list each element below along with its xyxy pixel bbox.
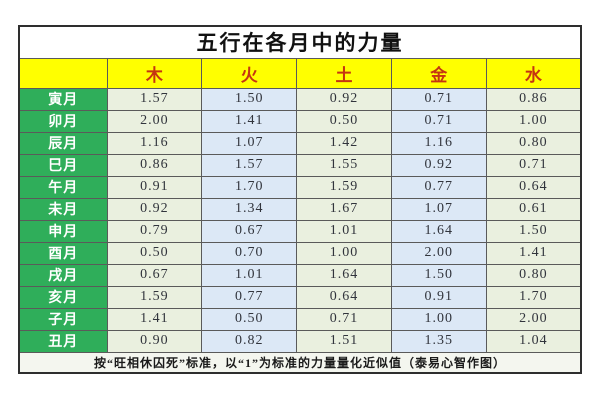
- value-cell-wood: 1.41: [106, 307, 203, 331]
- footer-row: 按“旺相休囚死”标准，以“1”为标准的力量量化近似值（泰易心智作图）: [18, 351, 582, 374]
- value-cell-fire: 1.34: [201, 197, 298, 221]
- page-title: 五行在各月中的力量: [18, 25, 582, 59]
- value-cell-water: 0.71: [485, 153, 582, 177]
- value-cell-wood: 1.16: [106, 131, 203, 155]
- table-row: 酉月 0.50 0.70 1.00 2.00 1.41: [18, 241, 582, 265]
- value-cell-earth: 1.59: [296, 175, 392, 199]
- value-cell-metal: 1.64: [390, 219, 487, 243]
- value-cell-metal: 1.35: [390, 329, 487, 353]
- value-cell-metal: 0.77: [390, 175, 487, 199]
- value-cell-water: 1.00: [485, 109, 582, 133]
- month-cell: 戌月: [18, 263, 108, 287]
- value-cell-wood: 0.79: [106, 219, 203, 243]
- value-cell-water: 2.00: [485, 307, 582, 331]
- value-cell-metal: 2.00: [390, 241, 487, 265]
- column-header-metal: 金: [390, 57, 487, 89]
- value-cell-fire: 1.57: [201, 153, 298, 177]
- table-row: 寅月 1.57 1.50 0.92 0.71 0.86: [18, 87, 582, 111]
- value-cell-water: 1.04: [485, 329, 582, 353]
- table-row: 丑月 0.90 0.82 1.51 1.35 1.04: [18, 329, 582, 353]
- value-cell-metal: 1.50: [390, 263, 487, 287]
- table-row: 未月 0.92 1.34 1.67 1.07 0.61: [18, 197, 582, 221]
- value-cell-water: 0.80: [485, 263, 582, 287]
- value-cell-wood: 0.91: [106, 175, 203, 199]
- value-cell-fire: 0.77: [201, 285, 298, 309]
- table-row: 午月 0.91 1.70 1.59 0.77 0.64: [18, 175, 582, 199]
- month-cell: 未月: [18, 197, 108, 221]
- value-cell-earth: 1.67: [296, 197, 392, 221]
- value-cell-fire: 1.07: [201, 131, 298, 155]
- value-cell-water: 0.61: [485, 197, 582, 221]
- column-header-fire: 火: [201, 57, 298, 89]
- value-cell-metal: 1.07: [390, 197, 487, 221]
- header-row: 木 火 土 金 水: [18, 57, 582, 89]
- footnote: 按“旺相休囚死”标准，以“1”为标准的力量量化近似值（泰易心智作图）: [18, 351, 582, 374]
- value-cell-metal: 0.71: [390, 87, 487, 111]
- column-header-wood: 木: [106, 57, 203, 89]
- column-header-earth: 土: [296, 57, 392, 89]
- value-cell-fire: 0.82: [201, 329, 298, 353]
- month-cell: 卯月: [18, 109, 108, 133]
- table-row: 卯月 2.00 1.41 0.50 0.71 1.00: [18, 109, 582, 133]
- value-cell-earth: 1.64: [296, 263, 392, 287]
- value-cell-earth: 1.42: [296, 131, 392, 155]
- month-cell: 辰月: [18, 131, 108, 155]
- month-cell: 子月: [18, 307, 108, 331]
- value-cell-wood: 0.92: [106, 197, 203, 221]
- month-cell: 丑月: [18, 329, 108, 353]
- month-cell: 午月: [18, 175, 108, 199]
- value-cell-earth: 0.71: [296, 307, 392, 331]
- value-cell-wood: 2.00: [106, 109, 203, 133]
- value-cell-metal: 0.71: [390, 109, 487, 133]
- value-cell-fire: 0.50: [201, 307, 298, 331]
- month-cell: 申月: [18, 219, 108, 243]
- value-cell-earth: 0.64: [296, 285, 392, 309]
- value-cell-water: 0.80: [485, 131, 582, 155]
- value-cell-wood: 0.90: [106, 329, 203, 353]
- table-row: 子月 1.41 0.50 0.71 1.00 2.00: [18, 307, 582, 331]
- value-cell-water: 0.64: [485, 175, 582, 199]
- value-cell-water: 1.41: [485, 241, 582, 265]
- value-cell-earth: 1.51: [296, 329, 392, 353]
- table-row: 巳月 0.86 1.57 1.55 0.92 0.71: [18, 153, 582, 177]
- value-cell-water: 1.70: [485, 285, 582, 309]
- value-cell-metal: 1.16: [390, 131, 487, 155]
- value-cell-wood: 0.86: [106, 153, 203, 177]
- value-cell-wood: 1.57: [106, 87, 203, 111]
- value-cell-fire: 0.70: [201, 241, 298, 265]
- value-cell-earth: 1.00: [296, 241, 392, 265]
- table-row: 申月 0.79 0.67 1.01 1.64 1.50: [18, 219, 582, 243]
- column-header-water: 水: [485, 57, 582, 89]
- value-cell-water: 1.50: [485, 219, 582, 243]
- table-row: 亥月 1.59 0.77 0.64 0.91 1.70: [18, 285, 582, 309]
- month-cell: 亥月: [18, 285, 108, 309]
- value-cell-metal: 0.92: [390, 153, 487, 177]
- value-cell-fire: 1.70: [201, 175, 298, 199]
- value-cell-fire: 1.01: [201, 263, 298, 287]
- month-cell: 酉月: [18, 241, 108, 265]
- value-cell-earth: 0.92: [296, 87, 392, 111]
- table-body: 寅月 1.57 1.50 0.92 0.71 0.86 卯月 2.00 1.41 0.50 0.71…: [18, 87, 582, 353]
- table-row: 戌月 0.67 1.01 1.64 1.50 0.80: [18, 263, 582, 287]
- five-elements-table: 五行在各月中的力量 木 火 土 金 水 寅月 1.57 1.50 0.92 0.71 0.…: [18, 25, 582, 374]
- value-cell-water: 0.86: [485, 87, 582, 111]
- value-cell-earth: 1.55: [296, 153, 392, 177]
- value-cell-wood: 0.67: [106, 263, 203, 287]
- value-cell-metal: 1.00: [390, 307, 487, 331]
- value-cell-metal: 0.91: [390, 285, 487, 309]
- value-cell-fire: 0.67: [201, 219, 298, 243]
- value-cell-earth: 1.01: [296, 219, 392, 243]
- title-row: 五行在各月中的力量: [18, 25, 582, 59]
- month-cell: 巳月: [18, 153, 108, 177]
- value-cell-earth: 0.50: [296, 109, 392, 133]
- value-cell-wood: 1.59: [106, 285, 203, 309]
- value-cell-wood: 0.50: [106, 241, 203, 265]
- corner-cell: [18, 57, 108, 89]
- table-row: 辰月 1.16 1.07 1.42 1.16 0.80: [18, 131, 582, 155]
- value-cell-fire: 1.50: [201, 87, 298, 111]
- month-cell: 寅月: [18, 87, 108, 111]
- value-cell-fire: 1.41: [201, 109, 298, 133]
